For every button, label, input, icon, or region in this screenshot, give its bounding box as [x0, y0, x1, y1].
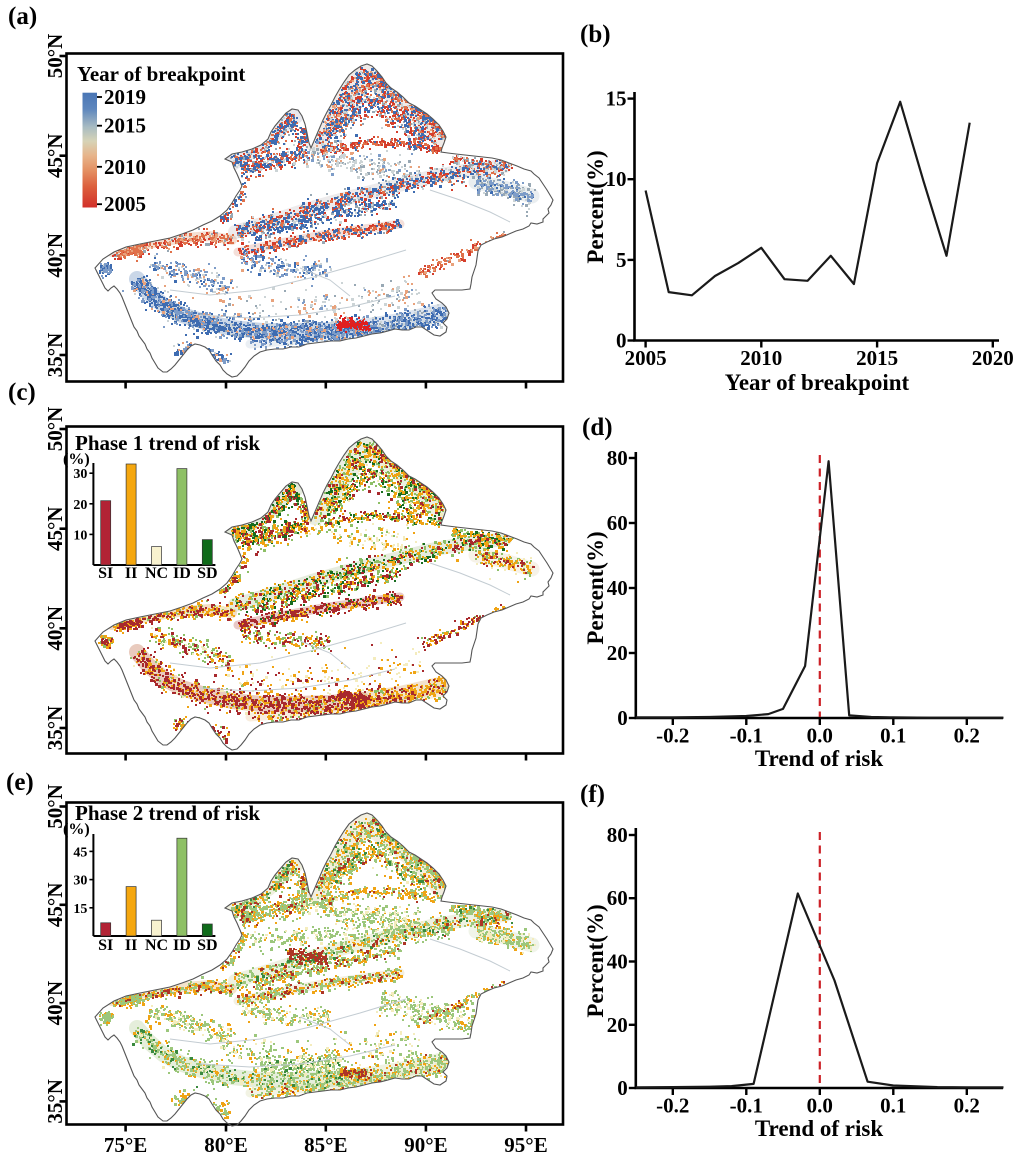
svg-text:80°E: 80°E [204, 1133, 247, 1157]
svg-text:40°N: 40°N [43, 981, 67, 1026]
svg-text:Phase 1 trend of risk: Phase 1 trend of risk [75, 431, 260, 455]
svg-text:30: 30 [73, 467, 87, 482]
svg-text:2005: 2005 [625, 346, 667, 370]
svg-text:Year of breakpoint: Year of breakpoint [77, 62, 245, 86]
svg-text:2015: 2015 [104, 114, 146, 138]
svg-text:45°N: 45°N [43, 133, 67, 178]
svg-text:Percent(%): Percent(%) [583, 150, 608, 263]
svg-text:(f): (f) [580, 781, 605, 808]
svg-text:SD: SD [197, 565, 217, 582]
svg-text:II: II [125, 937, 137, 954]
svg-text:II: II [125, 565, 137, 582]
svg-text:15: 15 [73, 902, 87, 917]
svg-text:-0.1: -0.1 [730, 724, 763, 748]
svg-text:2019: 2019 [104, 85, 146, 109]
svg-text:Percent(%): Percent(%) [583, 904, 608, 1017]
svg-text:60: 60 [607, 886, 628, 910]
svg-text:90°E: 90°E [404, 1133, 447, 1157]
svg-text:(e): (e) [6, 769, 34, 796]
svg-text:60: 60 [607, 511, 628, 535]
svg-text:45°N: 45°N [43, 506, 67, 551]
svg-text:-0.2: -0.2 [656, 724, 689, 748]
svg-text:(c): (c) [8, 379, 36, 406]
svg-text:2010: 2010 [104, 155, 146, 179]
svg-text:0: 0 [617, 706, 628, 730]
svg-text:0.1: 0.1 [880, 1094, 906, 1118]
svg-text:45°N: 45°N [43, 883, 67, 928]
svg-text:NC: NC [145, 937, 168, 954]
svg-text:(b): (b) [580, 21, 611, 48]
svg-text:20: 20 [607, 641, 628, 665]
svg-text:10: 10 [73, 528, 87, 543]
svg-text:35°N: 35°N [43, 333, 67, 378]
svg-text:2015: 2015 [856, 346, 898, 370]
svg-text:Trend of risk: Trend of risk [755, 746, 883, 771]
svg-text:0.0: 0.0 [807, 1094, 833, 1118]
svg-text:80: 80 [607, 823, 628, 847]
svg-text:0.0: 0.0 [807, 724, 833, 748]
svg-text:75°E: 75°E [104, 1133, 147, 1157]
svg-text:0.2: 0.2 [954, 1094, 980, 1118]
svg-text:0: 0 [617, 1076, 628, 1100]
svg-text:0: 0 [616, 329, 627, 353]
svg-text:SI: SI [98, 937, 113, 954]
svg-text:-0.1: -0.1 [730, 1094, 763, 1118]
svg-text:-0.2: -0.2 [656, 1094, 689, 1118]
svg-text:35°N: 35°N [43, 1079, 67, 1124]
svg-text:Trend of risk: Trend of risk [755, 1116, 883, 1141]
svg-text:2005: 2005 [104, 192, 146, 216]
svg-text:15: 15 [606, 87, 627, 111]
svg-text:NC: NC [145, 565, 168, 582]
svg-text:(a): (a) [8, 3, 37, 30]
svg-text:40°N: 40°N [43, 233, 67, 278]
svg-text:10: 10 [606, 167, 627, 191]
svg-text:Year of breakpoint: Year of breakpoint [725, 370, 910, 395]
svg-text:35°N: 35°N [43, 706, 67, 751]
svg-text:50°N: 50°N [43, 34, 67, 79]
svg-text:2020: 2020 [972, 346, 1014, 370]
svg-text:80: 80 [607, 446, 628, 470]
svg-text:(%): (%) [63, 821, 90, 838]
svg-text:20: 20 [607, 1013, 628, 1037]
svg-text:5: 5 [616, 248, 627, 272]
svg-text:SI: SI [98, 565, 113, 582]
svg-text:ID: ID [173, 937, 191, 954]
svg-text:30: 30 [73, 874, 87, 889]
svg-text:95°E: 95°E [504, 1133, 547, 1157]
svg-text:Percent(%): Percent(%) [583, 531, 608, 644]
svg-text:40: 40 [607, 950, 628, 974]
svg-text:ID: ID [173, 565, 191, 582]
svg-text:0.1: 0.1 [880, 724, 906, 748]
svg-text:(%): (%) [63, 451, 90, 468]
svg-text:Phase 2 trend of risk: Phase 2 trend of risk [75, 801, 260, 825]
svg-text:20: 20 [73, 498, 87, 513]
svg-text:40: 40 [607, 576, 628, 600]
svg-text:45: 45 [73, 845, 87, 860]
svg-text:0.2: 0.2 [954, 724, 980, 748]
svg-text:40°N: 40°N [43, 606, 67, 651]
svg-text:(d): (d) [582, 414, 613, 441]
svg-text:85°E: 85°E [304, 1133, 347, 1157]
svg-text:50°N: 50°N [43, 784, 67, 829]
svg-text:2010: 2010 [740, 346, 782, 370]
svg-text:SD: SD [197, 937, 217, 954]
svg-text:50°N: 50°N [43, 407, 67, 452]
